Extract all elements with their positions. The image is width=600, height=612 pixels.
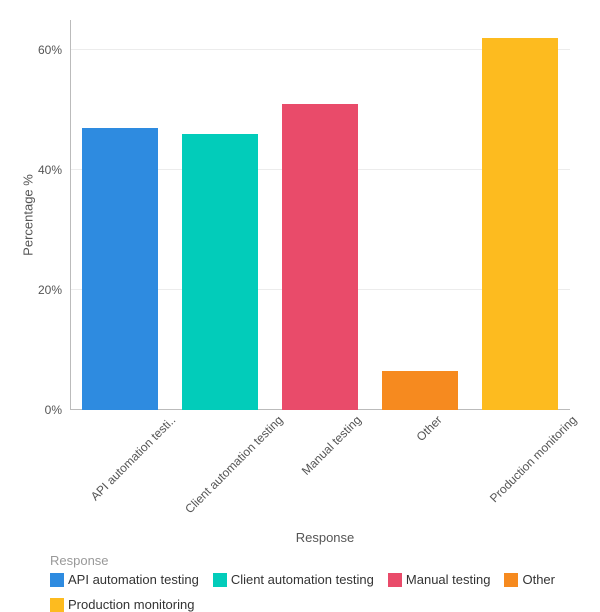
bar	[82, 128, 158, 410]
legend-title: Response	[50, 553, 580, 568]
bar-slot: API automation testi..	[70, 20, 170, 410]
legend-label: API automation testing	[68, 572, 199, 587]
legend-item: Other	[504, 572, 555, 587]
x-tick-label: Other	[411, 410, 445, 444]
bar	[282, 104, 358, 410]
bar	[382, 371, 458, 410]
plot-area: Percentage % API automation testi..Clien…	[70, 20, 570, 410]
legend-items: API automation testing Client automation …	[50, 572, 580, 612]
legend-swatch	[388, 573, 402, 587]
legend-label: Manual testing	[406, 572, 491, 587]
x-tick-label: Production monitoring	[484, 410, 579, 505]
legend-swatch	[504, 573, 518, 587]
bar	[482, 38, 558, 410]
bar-slot: Manual testing	[270, 20, 370, 410]
bars-container: API automation testi..Client automation …	[70, 20, 570, 410]
bar	[182, 134, 258, 410]
legend-item: Client automation testing	[213, 572, 374, 587]
legend-label: Other	[522, 572, 555, 587]
legend-item: Manual testing	[388, 572, 491, 587]
legend-swatch	[213, 573, 227, 587]
bar-slot: Production monitoring	[470, 20, 570, 410]
legend: Response API automation testing Client au…	[50, 553, 580, 612]
y-axis-label: Percentage %	[21, 174, 36, 256]
y-tick-label: 60%	[38, 43, 70, 57]
legend-label: Production monitoring	[68, 597, 194, 612]
legend-item: API automation testing	[50, 572, 199, 587]
legend-swatch	[50, 573, 64, 587]
x-tick-label: API automation testi..	[85, 410, 178, 503]
legend-label: Client automation testing	[231, 572, 374, 587]
x-tick-label: Manual testing	[296, 410, 364, 478]
y-tick-label: 40%	[38, 163, 70, 177]
x-tick-label: Client automation testing	[179, 410, 285, 516]
y-tick-label: 0%	[45, 403, 70, 417]
legend-item: Production monitoring	[50, 597, 194, 612]
y-tick-label: 20%	[38, 283, 70, 297]
bar-slot: Client automation testing	[170, 20, 270, 410]
bar-chart: Percentage % API automation testi..Clien…	[0, 0, 600, 600]
x-axis-label: Response	[70, 530, 580, 545]
bar-slot: Other	[370, 20, 470, 410]
